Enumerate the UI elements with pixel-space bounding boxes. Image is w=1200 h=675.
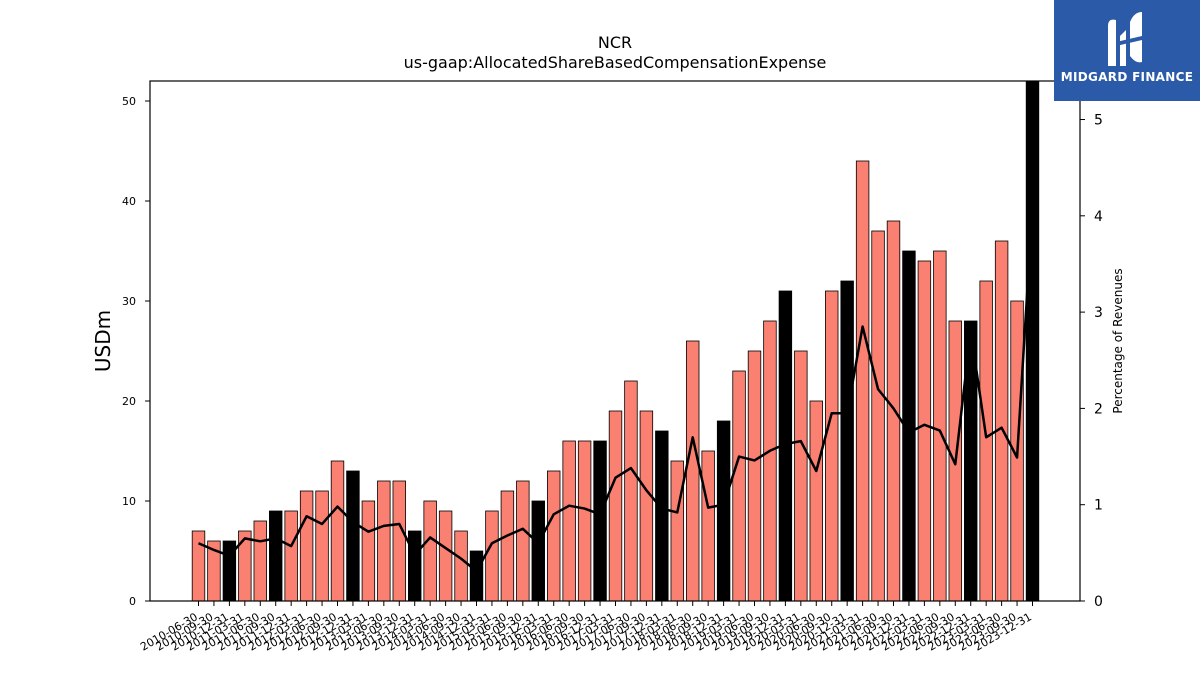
midgard-logo-icon	[1108, 12, 1142, 67]
bar	[809, 400, 823, 602]
bar	[191, 530, 206, 602]
y-left-axis: 0 10 20 30 40 50	[122, 95, 150, 608]
y-tick-label: 40	[122, 195, 136, 208]
y2-tick-label: 1	[1094, 498, 1103, 514]
bar	[284, 510, 298, 602]
y-tick-label: 30	[122, 295, 136, 308]
bar	[408, 530, 422, 602]
bar	[624, 380, 638, 602]
bar	[840, 280, 854, 602]
bar	[253, 520, 267, 602]
bar	[577, 440, 592, 602]
y-tick-label: 20	[122, 395, 136, 408]
y-tick-label: 50	[122, 95, 136, 108]
y-tick-label: 10	[122, 495, 136, 508]
bar	[639, 410, 654, 602]
bar	[423, 500, 437, 602]
y-axis-label: USDm	[91, 310, 115, 372]
bar	[531, 500, 545, 602]
y2-axis-label: Percentage of Revenues	[1111, 268, 1125, 413]
bar	[670, 460, 684, 602]
bar	[763, 320, 777, 602]
bar	[361, 500, 376, 602]
pct-line-group	[197, 206, 1034, 573]
y2-tick-label: 0	[1094, 594, 1103, 610]
bar	[686, 340, 700, 602]
bar	[454, 530, 468, 602]
bar	[269, 510, 283, 602]
y2-tick-label: 5	[1094, 113, 1103, 129]
bar	[933, 250, 947, 602]
bar	[716, 420, 731, 602]
y2-tick-label: 4	[1094, 209, 1103, 225]
bar	[438, 510, 453, 602]
chart-subtitle: us-gaap:AllocatedShareBasedCompensationE…	[404, 53, 827, 72]
bar	[855, 160, 870, 602]
bar	[1025, 80, 1040, 602]
bar	[299, 490, 314, 602]
bar	[825, 290, 839, 602]
bar	[886, 220, 901, 602]
bar	[593, 440, 607, 602]
bar	[701, 450, 715, 602]
bar	[979, 280, 993, 602]
bar	[377, 480, 391, 602]
bar	[562, 440, 576, 602]
midgard-finance-logo: MIDGARD FINANCE	[1054, 0, 1200, 101]
bar	[794, 350, 808, 602]
bar	[917, 260, 932, 602]
bar	[516, 480, 530, 602]
bar	[732, 370, 746, 602]
bar	[330, 460, 345, 602]
bar	[485, 510, 499, 602]
bar	[315, 490, 329, 602]
bar	[655, 430, 669, 602]
bar	[994, 240, 1009, 602]
y2-tick-label: 2	[1094, 401, 1103, 417]
bar	[500, 490, 515, 602]
bar	[547, 470, 561, 602]
x-axis: 2010-06-302010-09-302010-12-312011-03-31…	[138, 601, 1034, 654]
bar	[871, 230, 885, 602]
bar	[469, 550, 484, 602]
pct-revenues-line	[197, 206, 1034, 573]
bar	[608, 410, 623, 602]
bar	[346, 470, 360, 602]
bar	[747, 350, 762, 602]
logo-text: MIDGARD FINANCE	[1060, 70, 1194, 84]
y-tick-label: 0	[129, 595, 136, 608]
y2-tick-label: 3	[1094, 305, 1103, 321]
y-right-axis: 0 1 2 3 4 5	[1080, 113, 1103, 610]
bar	[392, 480, 406, 602]
chart-title: NCR	[598, 33, 632, 52]
